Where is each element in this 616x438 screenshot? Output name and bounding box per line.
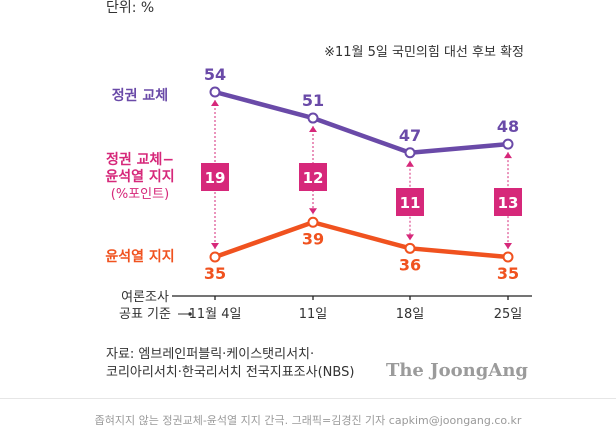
data-point: [209, 251, 221, 263]
gap-arrow-up: [211, 100, 219, 106]
axis-row-survey: 여론조사: [121, 290, 169, 305]
gap-value-box: [201, 163, 229, 191]
line-chart: 단위: % ※11월 5일 국민의힘 대선 후보 확정 정권 교체 정권 교체−…: [105, 0, 532, 381]
x-tick-label: 25일: [494, 307, 523, 322]
data-point: [404, 147, 416, 159]
data-label: 47: [399, 126, 421, 145]
source-line-2: 코리아리서치·한국리서치 전국지표조사(NBS): [106, 365, 354, 380]
gap-value-label: 13: [498, 194, 519, 212]
gap-value-label: 19: [205, 169, 226, 187]
gap-arrow-down: [309, 208, 317, 215]
gap-arrow-up: [406, 160, 414, 167]
x-tick-label: 11월 4일: [189, 307, 242, 322]
unit-label: 단위: %: [106, 0, 154, 16]
data-point: [404, 242, 416, 254]
gap-value-box: [299, 163, 327, 191]
x-tick-label: 11일: [299, 307, 328, 322]
legend-gap-line2: 윤석열 지지: [105, 168, 174, 185]
data-point: [307, 112, 319, 124]
source-line-1: 자료: 엠브레인퍼블릭·케이스탯리서치·: [106, 347, 314, 362]
data-label: 35: [204, 264, 226, 283]
axis-pointer-dot: [188, 312, 192, 316]
chart-note: ※11월 5일 국민의힘 대선 후보 확정: [324, 45, 524, 60]
data-label: 51: [302, 91, 324, 110]
x-tick-label: 18일: [396, 307, 425, 322]
gap-value-box: [494, 188, 522, 216]
gap-arrow-down: [504, 243, 512, 249]
legend-gap-line1: 정권 교체−: [106, 151, 174, 168]
brand-logo: The JoongAng: [386, 360, 528, 381]
series-line-yoon-support: [212, 220, 511, 260]
x-tick-layer: 11월 4일 11일 18일 25일: [189, 296, 523, 322]
data-point: [502, 138, 514, 150]
series-line-regime-change: [212, 89, 511, 156]
legend-regime-change: 정권 교체: [112, 87, 168, 104]
data-label: 48: [497, 117, 519, 136]
data-label: 39: [302, 229, 324, 248]
series-layer: [209, 86, 514, 263]
axis-row-publish: 공표 기준: [119, 307, 171, 322]
gap-arrow-down: [211, 243, 219, 249]
legend-gap-unit: (%포인트): [111, 187, 169, 202]
data-point: [209, 86, 221, 98]
legend-yoon-support: 윤석열 지지: [105, 248, 174, 265]
data-label-layer: 54 51 47 48 35 39 36 35: [204, 65, 519, 283]
data-label: 54: [204, 65, 226, 84]
data-point: [307, 216, 319, 228]
gap-layer: 19 12 11 13: [201, 100, 522, 249]
gap-value-label: 12: [303, 169, 324, 187]
gap-value-label: 11: [400, 194, 421, 212]
data-label: 35: [497, 264, 519, 283]
gap-value-box: [396, 188, 424, 216]
gap-arrow-up: [504, 152, 512, 159]
gap-arrow-down: [406, 234, 414, 241]
data-label: 36: [399, 255, 421, 274]
panel-divider: [0, 398, 616, 399]
data-point: [502, 251, 514, 263]
gap-arrow-up: [309, 126, 317, 133]
image-caption: 좁혀지지 않는 정권교체-윤석열 지지 간극. 그래픽=김경진 기자 capki…: [94, 414, 522, 427]
